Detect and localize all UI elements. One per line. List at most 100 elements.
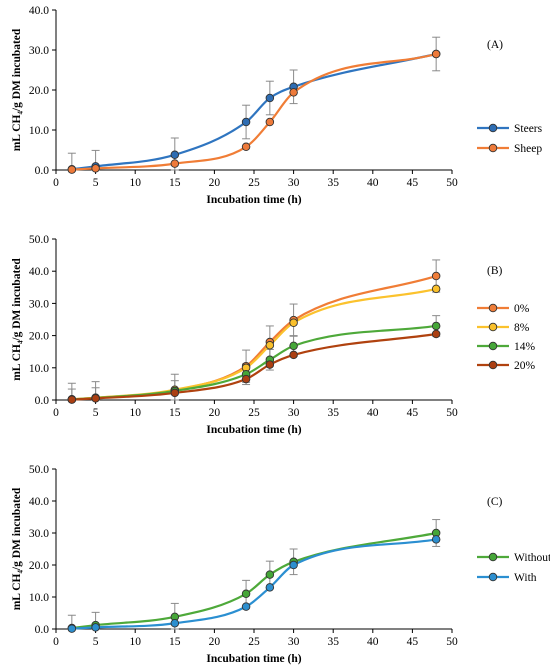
x-tick-label: 0 bbox=[53, 636, 59, 648]
y-tick-label: 10.0 bbox=[29, 592, 49, 604]
legend-item: 14% bbox=[477, 341, 536, 353]
data-point bbox=[431, 284, 441, 294]
data-point bbox=[289, 318, 298, 327]
x-tick-label: 35 bbox=[327, 177, 339, 189]
x-tick-label: 5 bbox=[93, 636, 99, 648]
x-tick-label: 5 bbox=[93, 177, 99, 189]
data-point bbox=[170, 159, 180, 168]
x-tick-label: 35 bbox=[327, 407, 339, 419]
legend-marker bbox=[488, 572, 498, 582]
data-point bbox=[67, 395, 77, 404]
x-tick-label: 20 bbox=[209, 636, 221, 648]
y-tick-label: 20.0 bbox=[29, 85, 49, 97]
y-tick-label: 50.0 bbox=[29, 234, 49, 246]
legend-marker bbox=[488, 360, 498, 370]
series-line-with bbox=[70, 538, 438, 630]
data-point bbox=[67, 165, 77, 174]
chart-panel-1: 0 5 10 15 20 25 30 35 40 45 50 0.0 10.0 20.0 30.0 40.0 I… bbox=[11, 5, 543, 206]
legend-marker bbox=[488, 552, 498, 562]
data-point bbox=[289, 560, 298, 570]
data-point bbox=[289, 341, 298, 351]
y-tick-label: 30.0 bbox=[29, 45, 49, 57]
x-tick-label: 10 bbox=[129, 636, 141, 648]
data-point bbox=[265, 583, 275, 592]
y-tick-label: 10.0 bbox=[29, 363, 49, 375]
data-point bbox=[91, 164, 100, 173]
data-point bbox=[241, 589, 251, 599]
x-tick-label: 45 bbox=[407, 636, 419, 648]
y-tick-label: 40.0 bbox=[29, 5, 49, 17]
legend-item: 8% bbox=[477, 322, 530, 334]
x-tick-label: 15 bbox=[169, 636, 181, 648]
legend-item: Steers bbox=[477, 123, 543, 135]
legend-marker bbox=[488, 341, 498, 351]
x-tick-label: 5 bbox=[93, 407, 99, 419]
x-axis-title: Incubation time (h) bbox=[206, 424, 301, 436]
legend-label: With bbox=[514, 572, 537, 584]
x-tick-label: 40 bbox=[367, 636, 379, 648]
x-tick-label: 30 bbox=[288, 177, 300, 189]
y-tick-label: 10.0 bbox=[29, 125, 49, 137]
data-point bbox=[265, 360, 275, 369]
series-line-without bbox=[70, 531, 438, 630]
data-point bbox=[431, 271, 441, 281]
series-line-8 bbox=[70, 287, 438, 401]
x-tick-label: 20 bbox=[209, 177, 221, 189]
legend-item: With bbox=[477, 572, 537, 584]
legend-label: 0% bbox=[514, 303, 530, 315]
x-tick-label: 35 bbox=[327, 636, 339, 648]
panel-label: (A) bbox=[487, 39, 503, 51]
legend-item: 0% bbox=[477, 303, 530, 315]
data-point bbox=[265, 117, 275, 127]
y-tick-label: 30.0 bbox=[29, 298, 49, 310]
data-point bbox=[431, 535, 441, 544]
legend-marker bbox=[488, 143, 498, 153]
x-tick-label: 10 bbox=[129, 177, 141, 189]
data-point bbox=[241, 602, 251, 611]
x-tick-label: 45 bbox=[407, 177, 419, 189]
data-point bbox=[241, 142, 251, 152]
y-tick-label: 20.0 bbox=[29, 331, 49, 343]
data-point bbox=[67, 624, 77, 633]
legend-label: 20% bbox=[514, 360, 536, 372]
x-tick-label: 45 bbox=[407, 407, 419, 419]
data-point bbox=[265, 341, 275, 350]
series-line-0 bbox=[70, 274, 438, 401]
data-point bbox=[431, 49, 441, 59]
panel-label: (C) bbox=[487, 496, 503, 508]
y-tick-label: 20.0 bbox=[29, 560, 49, 572]
x-tick-label: 40 bbox=[367, 407, 379, 419]
legend-item: 20% bbox=[477, 360, 536, 372]
chart-panel-3: 0 5 10 15 20 25 30 35 40 45 50 0.0 10.0 20.0 30.0 40.0 5… bbox=[11, 464, 550, 665]
y-tick-label: 0.0 bbox=[35, 395, 50, 407]
chart-panel-2: 0 5 10 15 20 25 30 35 40 45 50 0.0 10.0 20.0 30.0 40.0 5… bbox=[11, 234, 536, 436]
y-tick-label: 50.0 bbox=[29, 464, 49, 476]
x-tick-label: 15 bbox=[169, 407, 181, 419]
y-axis-title: mL CH₄/g DM incubated bbox=[11, 28, 23, 151]
legend-marker bbox=[488, 303, 498, 313]
y-tick-label: 30.0 bbox=[29, 528, 49, 540]
data-point bbox=[431, 329, 441, 339]
legend-label: Without bbox=[514, 552, 550, 564]
data-point bbox=[431, 321, 441, 331]
legend-label: 14% bbox=[514, 341, 536, 353]
x-tick-label: 0 bbox=[53, 177, 59, 189]
data-point bbox=[265, 570, 275, 579]
legend-item: Sheep bbox=[477, 143, 542, 155]
data-point bbox=[170, 388, 180, 398]
x-tick-label: 30 bbox=[288, 407, 300, 419]
x-tick-label: 50 bbox=[446, 636, 458, 648]
data-point bbox=[265, 93, 275, 103]
y-axis-title: mL CH₄/g DM incubated bbox=[11, 258, 23, 381]
x-tick-label: 25 bbox=[248, 407, 260, 419]
x-tick-label: 25 bbox=[248, 177, 260, 189]
x-tick-label: 50 bbox=[446, 407, 458, 419]
legend-item: Without bbox=[477, 552, 550, 564]
x-tick-label: 10 bbox=[129, 407, 141, 419]
legend-marker bbox=[488, 123, 498, 133]
x-tick-label: 25 bbox=[248, 636, 260, 648]
data-point bbox=[241, 117, 251, 127]
x-tick-label: 40 bbox=[367, 177, 379, 189]
legend-label: Steers bbox=[514, 123, 543, 135]
